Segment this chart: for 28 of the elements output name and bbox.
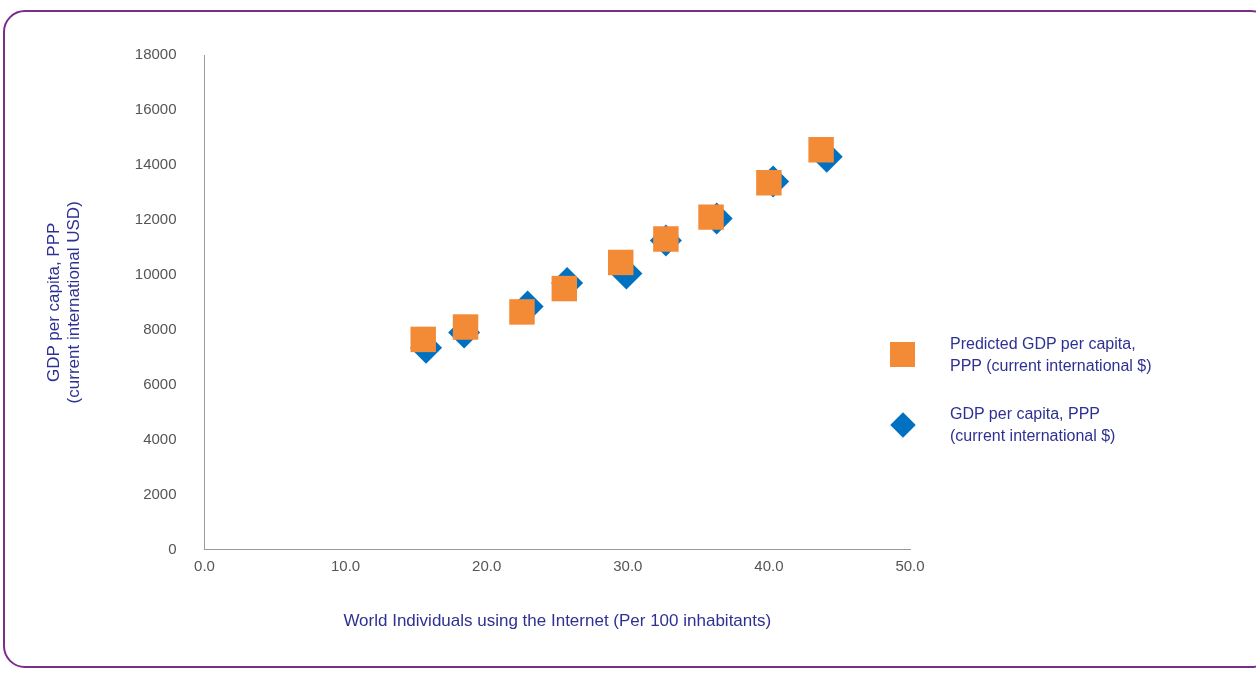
x-axis-title: World Individuals using the Internet (Per 100 inhabitants) [343,611,772,631]
y-tick-label: 8000 [143,319,177,337]
x-tick-label: 10.0 [331,556,361,574]
y-tick-label: 12000 [134,210,177,228]
y-tick-label: 2000 [143,484,177,502]
legend-label: Predicted GDP per capita, PPP (current international $) [950,334,1153,376]
point [452,314,479,340]
y-tick-label: 4000 [143,429,177,447]
y-axis-title: GDP per capita, PPP (current international USD) [43,201,84,404]
x-tick-label: 30.0 [613,556,643,574]
x-tick-label: 50.0 [895,556,925,574]
y-tick-label: 0 [168,539,177,557]
point [756,170,782,196]
point [410,326,436,353]
x-tick-label: 40.0 [754,556,784,574]
point [551,275,578,302]
y-tick-label: 14000 [134,155,177,173]
point [808,137,834,163]
point [509,299,535,325]
y-tick-label: 10000 [134,264,177,282]
legend-label: GDP per capita, PPP (current international $) [950,404,1117,446]
point [698,204,724,230]
point [608,249,634,276]
x-tick-label: 20.0 [472,556,502,574]
y-tick-label: 16000 [134,100,177,118]
y-tick-label: 18000 [134,45,177,63]
y-tick-label: 6000 [143,374,177,392]
x-tick-label: 0.0 [194,556,215,574]
